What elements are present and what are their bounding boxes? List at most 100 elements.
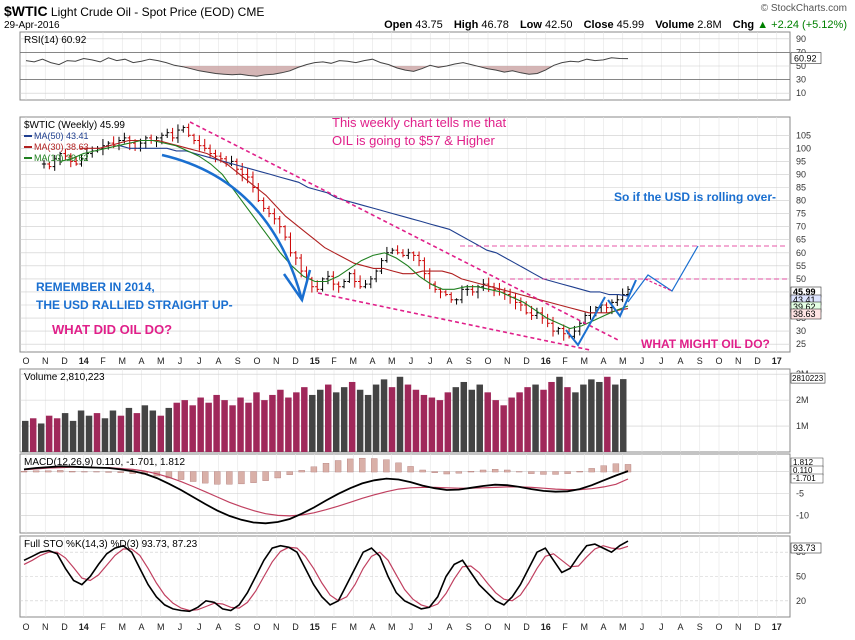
macd-histogram-bar (57, 470, 64, 473)
open-value: 43.75 (415, 19, 443, 31)
rsi-value-box (790, 52, 822, 64)
macd-line (23, 465, 629, 525)
close-value: 45.99 (616, 19, 645, 31)
price-y-tick: 30 (796, 326, 806, 336)
volume-bar (101, 418, 109, 452)
volume-bar (540, 389, 547, 452)
price-x-tick: M (119, 356, 127, 366)
volume-bar (165, 407, 172, 452)
sto-y-tick: 20 (796, 596, 806, 606)
price-x-tick: S (235, 356, 241, 366)
sto-x-tick: A (215, 622, 221, 632)
volume-bar (261, 400, 268, 452)
upper-trendline (189, 121, 621, 342)
price-y-tick: 55 (796, 261, 806, 271)
sto-x-tick: A (369, 622, 375, 632)
price-x-tick: F (331, 356, 337, 366)
price-y-tick: 100 (796, 143, 811, 153)
volume-bar (45, 415, 53, 452)
price-value-box (790, 308, 822, 320)
macd-histogram-bar (516, 471, 523, 473)
price-x-tick: 15 (310, 356, 320, 366)
annotation-usd: So if the USD is rolling over- (614, 190, 776, 204)
price-y-tick: 50 (796, 274, 806, 284)
volume-bar (364, 394, 372, 452)
price-value-label: 38.63 (793, 309, 816, 319)
instrument-name: Light Crude Oil - Spot Price (EOD) (50, 5, 235, 19)
sto-x-tick: A (446, 622, 452, 632)
volume-bar (484, 392, 491, 452)
ohlc-readout: Open 43.75 High 46.78 Low 42.50 Close 45… (384, 19, 847, 31)
price-x-tick: N (735, 356, 742, 366)
volume-bar (205, 402, 212, 452)
macd-histogram-bar (93, 471, 100, 473)
sto-x-tick: S (697, 622, 703, 632)
volume-bar (500, 405, 507, 452)
macd-histogram-bar (359, 457, 366, 473)
annotation-what-did: WHAT DID OIL DO? (52, 322, 172, 337)
macd-histogram-bar (69, 471, 76, 473)
sto-d-line (23, 545, 629, 612)
macd-histogram-bar (298, 470, 305, 473)
price-y-tick: 105 (796, 130, 811, 140)
sto-x-tick: N (273, 622, 280, 632)
sto-x-tick: A (677, 622, 683, 632)
volume-bar (221, 400, 228, 452)
rsi-y-tick: 30 (796, 75, 806, 85)
sto-x-tick: 14 (79, 622, 89, 632)
price-x-tick: M (350, 356, 358, 366)
volume-bar (604, 376, 611, 452)
macd-histogram-bar (528, 471, 535, 474)
price-x-tick: M (388, 356, 396, 366)
price-x-tick: D (523, 356, 530, 366)
macd-histogram-bar (504, 469, 511, 473)
sto-label: Full STO %K(14,3) %D(3) 93.73, 87.23 (24, 539, 198, 550)
price-x-tick: O (484, 356, 491, 366)
volume-bar (53, 418, 61, 452)
chart-date: 29-Apr-2016 (4, 20, 60, 31)
sto-x-tick: M (619, 622, 627, 632)
volume-bar (452, 387, 460, 452)
ma30-line (80, 139, 629, 314)
macd-histogram-bar (395, 462, 402, 473)
volume-bar (508, 397, 515, 452)
volume-bar (157, 415, 165, 452)
volume-bar (468, 389, 475, 452)
volume-bar (596, 381, 603, 452)
sto-x-tick: D (754, 622, 761, 632)
macd-value-label: 1.812 (793, 458, 814, 467)
sto-x-tick: O (484, 622, 491, 632)
price-value-label: 45.99 (793, 287, 816, 297)
volume-bar (476, 384, 483, 452)
volume-bar (524, 387, 531, 452)
sto-x-tick: M (157, 622, 165, 632)
macd-histogram-bar (20, 471, 28, 473)
price-y-tick: 65 (796, 235, 806, 245)
macd-histogram-bar (431, 471, 438, 473)
volume-bar (428, 397, 436, 452)
ma-legend-label: MA(50) 43.41 (34, 131, 89, 141)
price-x-tick: D (292, 356, 299, 366)
rsi-y-tick: 50 (796, 61, 806, 71)
macd-histogram-bar (202, 471, 209, 484)
macd-histogram-bar (32, 470, 40, 473)
macd-histogram-bar (600, 465, 607, 473)
sto-value-label: 93.73 (793, 543, 816, 553)
volume-bar (269, 394, 276, 452)
macd-histogram-bar (419, 469, 426, 473)
rsi-y-tick: 10 (796, 88, 806, 98)
price-value-label: 39.62 (793, 302, 816, 312)
volume-bar (356, 389, 364, 452)
chg-arrow-icon: ▲ (757, 19, 769, 31)
macd-value-label: 0.110 (793, 466, 813, 475)
volume-bar (37, 423, 45, 452)
volume-bar (412, 389, 420, 452)
macd-histogram-bar (467, 471, 475, 473)
macd-histogram-bar (552, 471, 559, 475)
sto-x-tick: F (100, 622, 106, 632)
volume-bar (396, 376, 404, 452)
chart-title: $WTIC Light Crude Oil - Spot Price (EOD)… (4, 3, 264, 19)
rsi-line (25, 57, 629, 77)
sto-x-tick: N (735, 622, 742, 632)
sto-x-tick: M (350, 622, 358, 632)
